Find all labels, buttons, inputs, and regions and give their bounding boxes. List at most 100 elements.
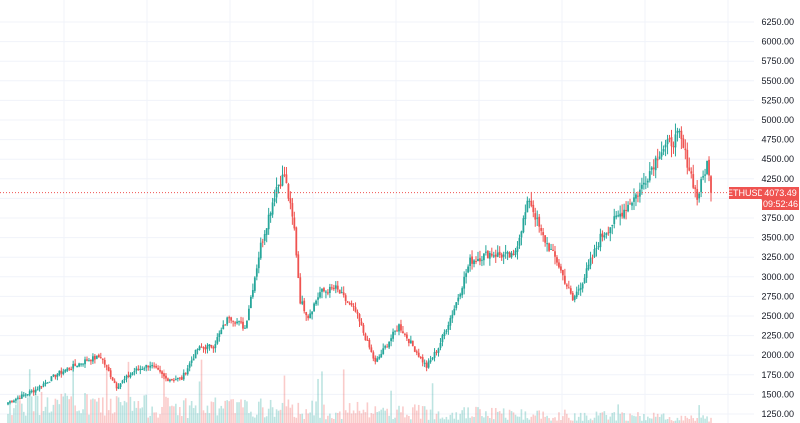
candle-body[interactable] xyxy=(14,398,17,401)
candle-body[interactable] xyxy=(437,348,440,353)
candle-body[interactable] xyxy=(506,252,509,254)
candle-body[interactable] xyxy=(7,402,9,405)
candle-body[interactable] xyxy=(409,340,412,344)
candle-body[interactable] xyxy=(512,254,515,256)
candle-body[interactable] xyxy=(232,320,235,322)
candle-body[interactable] xyxy=(171,378,173,380)
candle-body[interactable] xyxy=(289,198,292,204)
candle-body[interactable] xyxy=(165,375,167,379)
candle-body[interactable] xyxy=(234,322,236,324)
candle-body[interactable] xyxy=(123,378,126,381)
candle-body[interactable] xyxy=(72,364,75,369)
candle-body[interactable] xyxy=(678,131,681,133)
candle-body[interactable] xyxy=(571,292,574,301)
candle-body[interactable] xyxy=(593,248,596,257)
candle-body[interactable] xyxy=(644,183,647,185)
candle-body[interactable] xyxy=(182,372,185,380)
candle-body[interactable] xyxy=(453,308,456,315)
candle-body[interactable] xyxy=(56,374,59,377)
candle-body[interactable] xyxy=(307,315,310,319)
candle-body[interactable] xyxy=(528,200,531,202)
candle-body[interactable] xyxy=(431,357,434,360)
candle-body[interactable] xyxy=(696,189,699,200)
candle-body[interactable] xyxy=(425,362,428,368)
candle-body[interactable] xyxy=(386,346,389,348)
candle-body[interactable] xyxy=(186,368,189,375)
candle-body[interactable] xyxy=(224,324,227,326)
candle-body[interactable] xyxy=(277,184,280,186)
candle-body[interactable] xyxy=(457,297,460,302)
price-axis[interactable]: 6250.00 6000.00 5750.00 5500.00 5250.00 5000.… xyxy=(755,0,800,423)
candle-body[interactable] xyxy=(546,243,548,245)
candle-body[interactable] xyxy=(295,227,298,256)
candle-body[interactable] xyxy=(642,182,645,185)
candle-body[interactable] xyxy=(603,235,606,238)
candle-body[interactable] xyxy=(706,160,708,174)
candle-body[interactable] xyxy=(405,334,408,339)
candle-body[interactable] xyxy=(374,357,377,362)
candle-body[interactable] xyxy=(16,397,19,399)
candle-body[interactable] xyxy=(113,380,116,384)
candle-body[interactable] xyxy=(40,386,43,388)
candle-body[interactable] xyxy=(688,167,691,171)
candle-body[interactable] xyxy=(666,139,669,145)
candle-body[interactable] xyxy=(398,324,400,332)
candle-body[interactable] xyxy=(147,365,150,368)
candle-body[interactable] xyxy=(550,248,552,250)
candle-body[interactable] xyxy=(621,212,624,217)
candle-body[interactable] xyxy=(439,342,442,348)
candle-body[interactable] xyxy=(500,254,503,258)
candle-body[interactable] xyxy=(698,193,701,199)
candle-body[interactable] xyxy=(635,194,637,199)
candle-body[interactable] xyxy=(139,368,142,371)
candle-body[interactable] xyxy=(583,277,586,283)
candle-body[interactable] xyxy=(548,243,550,251)
candle-body[interactable] xyxy=(481,259,483,261)
candle-body[interactable] xyxy=(346,301,349,303)
candle-body[interactable] xyxy=(567,287,570,289)
candle-body[interactable] xyxy=(660,152,663,157)
candle-body[interactable] xyxy=(623,209,626,218)
candle-body[interactable] xyxy=(305,312,308,316)
candle-body[interactable] xyxy=(119,383,122,387)
candle-body[interactable] xyxy=(281,174,284,186)
candle-body[interactable] xyxy=(447,325,450,330)
candle-body[interactable] xyxy=(475,261,477,263)
candle-body[interactable] xyxy=(589,258,592,266)
candle-body[interactable] xyxy=(267,214,270,230)
candle-body[interactable] xyxy=(445,330,448,332)
candle-body[interactable] xyxy=(338,289,341,294)
candle-body[interactable] xyxy=(62,371,65,375)
candle-body[interactable] xyxy=(259,242,262,259)
candle-body[interactable] xyxy=(157,367,159,370)
candle-body[interactable] xyxy=(429,359,432,363)
candle-body[interactable] xyxy=(54,374,57,378)
candle-body[interactable] xyxy=(611,225,614,227)
candle-body[interactable] xyxy=(93,355,96,360)
candle-body[interactable] xyxy=(38,386,41,390)
candle-body[interactable] xyxy=(700,179,703,193)
candle-body[interactable] xyxy=(682,138,685,148)
candle-body[interactable] xyxy=(595,247,598,249)
candle-body[interactable] xyxy=(524,212,527,220)
candle-body[interactable] xyxy=(455,302,458,309)
candle-body[interactable] xyxy=(238,321,240,323)
candle-body[interactable] xyxy=(325,291,327,293)
candle-body[interactable] xyxy=(133,371,136,373)
candle-body[interactable] xyxy=(702,176,705,178)
candle-body[interactable] xyxy=(336,285,339,290)
candle-body[interactable] xyxy=(484,251,487,253)
candle-body[interactable] xyxy=(327,292,329,294)
candle-body[interactable] xyxy=(210,344,213,348)
candle-body[interactable] xyxy=(121,380,124,383)
candle-body[interactable] xyxy=(228,317,231,319)
candle-body[interactable] xyxy=(137,368,140,370)
candle-body[interactable] xyxy=(563,275,566,284)
candle-body[interactable] xyxy=(554,251,556,257)
candle-body[interactable] xyxy=(194,349,197,359)
candle-body[interactable] xyxy=(240,321,242,323)
candle-body[interactable] xyxy=(441,335,444,343)
candle-body[interactable] xyxy=(629,203,631,205)
